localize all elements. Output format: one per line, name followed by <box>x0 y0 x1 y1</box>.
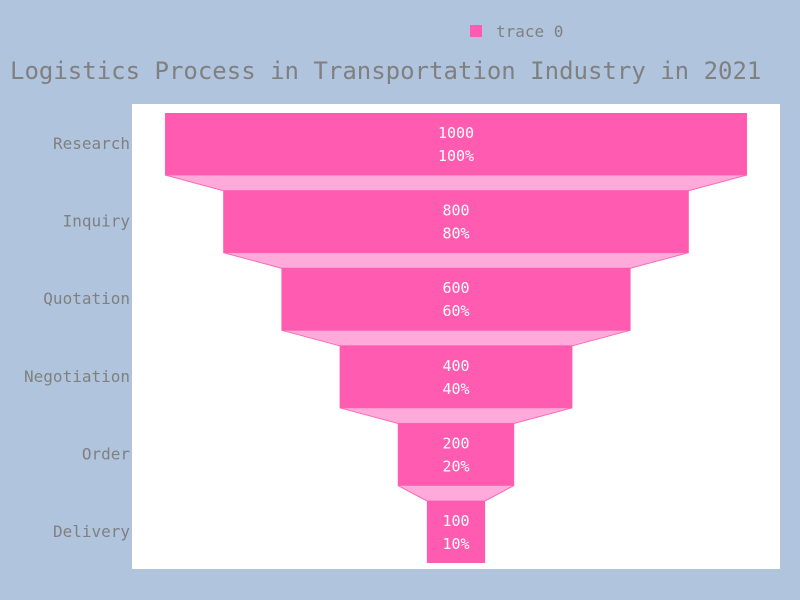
category-labels: Research Inquiry Quotation Negotiation Order… <box>24 134 130 541</box>
category-label-research: Research <box>53 134 130 153</box>
value-label-negotiation: 400 <box>442 357 469 375</box>
value-label-research: 1000 <box>438 124 474 142</box>
percent-label-research: 100% <box>438 147 474 165</box>
bar-order[interactable] <box>397 423 515 486</box>
bar-labels: 1000 100% 800 80% 600 60% 400 40% 200 20% 100 10% <box>438 124 474 553</box>
funnel-bars <box>165 113 747 563</box>
connector-inquiry-quotation <box>223 252 689 269</box>
connector-research-inquiry <box>164 174 748 192</box>
value-label-order: 200 <box>442 434 469 452</box>
legend-label-trace-0: trace 0 <box>496 22 563 41</box>
percent-label-inquiry: 80% <box>442 225 469 243</box>
value-label-quotation: 600 <box>442 279 469 297</box>
bar-delivery[interactable] <box>426 501 486 563</box>
category-label-delivery: Delivery <box>53 522 130 541</box>
value-label-inquiry: 800 <box>442 202 469 220</box>
bar-quotation[interactable] <box>281 268 631 331</box>
connector-quotation-negotiation <box>281 329 631 347</box>
percent-label-delivery: 10% <box>442 535 469 553</box>
percent-label-quotation: 60% <box>442 302 469 320</box>
bar-negotiation[interactable] <box>339 345 573 408</box>
value-label-delivery: 100 <box>442 512 469 530</box>
category-label-quotation: Quotation <box>43 289 130 308</box>
percent-label-negotiation: 40% <box>442 380 469 398</box>
category-label-order: Order <box>82 444 131 463</box>
bar-research[interactable] <box>165 113 747 175</box>
legend-swatch-trace-0 <box>470 25 482 37</box>
chart-title: Logistics Process in Transportation Indu… <box>10 57 761 85</box>
category-label-inquiry: Inquiry <box>63 212 131 231</box>
bar-inquiry[interactable] <box>223 190 689 253</box>
category-label-negotiation: Negotiation <box>24 367 130 386</box>
percent-label-order: 20% <box>442 457 469 475</box>
legend[interactable]: trace 0 <box>470 22 563 41</box>
